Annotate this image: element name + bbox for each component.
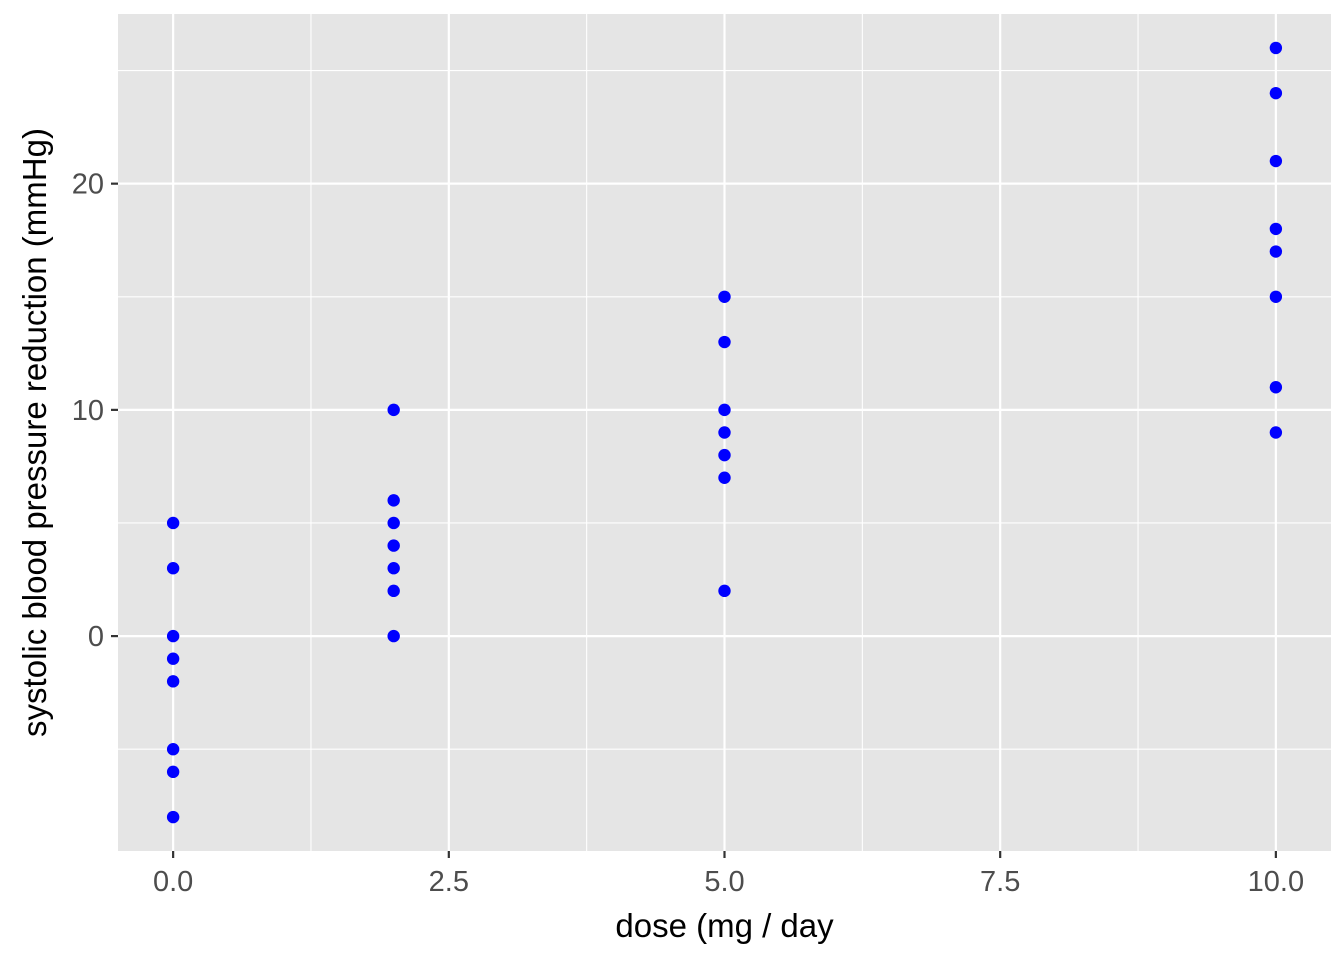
y-tick-label: 20 <box>72 169 104 201</box>
data-points <box>166 41 1283 824</box>
data-point <box>1269 41 1283 55</box>
data-point <box>1269 245 1283 258</box>
data-point <box>166 562 180 575</box>
data-point <box>718 584 731 598</box>
data-point <box>1269 86 1283 100</box>
data-point <box>1269 154 1283 168</box>
x-tick-label: 10.0 <box>1248 866 1304 898</box>
data-point <box>166 765 180 779</box>
x-axis-ticks: 0.0 2.5 5.0 7.5 10.0 <box>153 851 1304 898</box>
y-axis-title: systolic blood pressure reduction (mmHg) <box>16 128 53 737</box>
data-point <box>718 403 731 417</box>
data-point <box>166 810 180 824</box>
data-point <box>718 448 731 462</box>
data-point <box>1269 426 1283 439</box>
data-point <box>387 584 400 598</box>
data-point <box>718 290 731 303</box>
data-point <box>718 471 731 484</box>
data-point <box>166 652 180 665</box>
data-point <box>1269 290 1283 303</box>
data-point <box>166 516 180 530</box>
x-tick-label: 5.0 <box>704 866 744 898</box>
data-point <box>387 403 400 417</box>
y-axis-ticks: 0 10 20 <box>72 169 118 653</box>
data-point <box>387 494 400 507</box>
data-point <box>166 743 180 756</box>
x-tick-label: 0.0 <box>153 866 193 898</box>
data-point <box>166 629 180 643</box>
data-point <box>718 335 731 349</box>
data-point <box>387 629 400 643</box>
x-axis-title: dose (mg / day <box>615 907 834 944</box>
data-point <box>1269 222 1283 236</box>
data-point <box>166 675 180 688</box>
data-point <box>1269 381 1283 394</box>
y-tick-label: 10 <box>72 395 104 427</box>
data-point <box>718 426 731 439</box>
x-tick-label: 2.5 <box>429 866 469 898</box>
y-tick-label: 0 <box>88 621 104 653</box>
data-point <box>387 562 400 575</box>
data-point <box>387 539 400 552</box>
data-point <box>387 516 400 530</box>
x-tick-label: 7.5 <box>980 866 1020 898</box>
